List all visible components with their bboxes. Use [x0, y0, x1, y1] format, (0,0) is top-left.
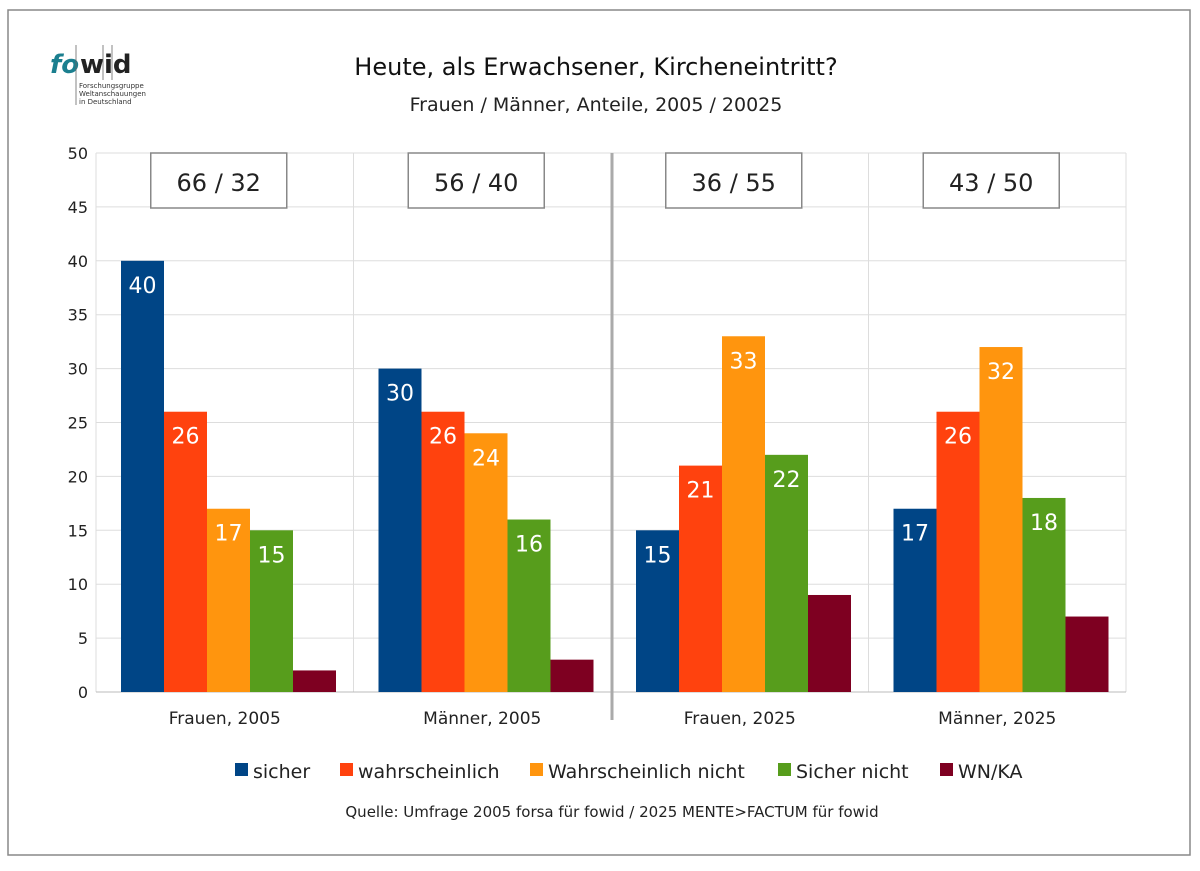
- data-label: 30: [386, 382, 414, 407]
- bar-wahrscheinlich-nicht: [464, 433, 508, 692]
- legend-label: sicher: [253, 761, 310, 783]
- bar-sicher: [121, 260, 164, 692]
- data-label: 26: [172, 425, 200, 450]
- y-tick-label: 20: [68, 467, 88, 486]
- bar-wahrscheinlich: [679, 465, 722, 692]
- data-label: 40: [129, 274, 157, 299]
- bar-sicher-nicht: [765, 454, 808, 692]
- annotation-box: [407, 152, 545, 209]
- bar-wahrscheinlich-nicht: [207, 508, 250, 692]
- source-note: Quelle: Umfrage 2005 forsa für fowid / 2…: [345, 803, 878, 821]
- data-label: 16: [515, 533, 543, 558]
- annotation-box: [150, 152, 288, 209]
- bar-sicher: [636, 530, 679, 692]
- data-label: 26: [944, 425, 972, 450]
- legend-label: WN/KA: [958, 761, 1023, 783]
- legend-swatch: [940, 763, 953, 776]
- data-label: 33: [730, 349, 758, 374]
- data-label: 21: [687, 479, 715, 504]
- data-label: 15: [258, 543, 286, 568]
- bar-wn-ka: [293, 670, 336, 692]
- y-tick-label: 45: [68, 198, 88, 217]
- annotation-box: [665, 152, 803, 209]
- y-tick-label: 5: [78, 629, 88, 648]
- data-label: 15: [644, 543, 672, 568]
- bar-sicher-nicht: [250, 530, 293, 692]
- y-tick-label: 0: [78, 683, 88, 702]
- bar-wn-ka: [550, 659, 594, 692]
- data-label: 24: [472, 446, 500, 471]
- legend-label: wahrscheinlich: [358, 761, 499, 783]
- logo-line3: in Deutschland: [79, 98, 132, 106]
- bar-sicher: [378, 368, 422, 692]
- data-label: 17: [215, 522, 243, 547]
- legend-label: Wahrscheinlich nicht: [548, 761, 745, 783]
- annotation-label: 56 / 40: [434, 169, 518, 197]
- data-label: 32: [987, 360, 1015, 385]
- chart-title: Heute, als Erwachsener, Kircheneintritt?: [354, 53, 837, 81]
- bar-wahrscheinlich: [421, 411, 465, 692]
- legend-swatch: [778, 763, 791, 776]
- legend-swatch: [530, 763, 543, 776]
- bar-wahrscheinlich-nicht: [979, 347, 1023, 692]
- annotation-label: 43 / 50: [949, 169, 1033, 197]
- y-tick-label: 25: [68, 414, 88, 433]
- bar-wahrscheinlich-nicht: [722, 336, 765, 692]
- bar-wn-ka: [808, 594, 851, 692]
- data-label: 18: [1030, 511, 1058, 536]
- logo-line2: Weltanschauungen: [79, 90, 146, 98]
- bar-wahrscheinlich: [936, 411, 980, 692]
- y-tick-label: 10: [68, 575, 88, 594]
- y-tick-label: 40: [68, 252, 88, 271]
- bar-sicher: [893, 508, 937, 692]
- x-tick-label: Frauen, 2025: [684, 709, 796, 729]
- logo: fo wid Forschungsgruppe Weltanschauungen…: [50, 45, 146, 106]
- bar-sicher-nicht: [507, 519, 551, 692]
- bar-wahrscheinlich: [164, 411, 207, 692]
- chart-subtitle: Frauen / Männer, Anteile, 2005 / 20025: [410, 94, 783, 116]
- y-tick-label: 50: [68, 144, 88, 163]
- x-tick-label: Männer, 2005: [423, 709, 541, 729]
- data-label: 22: [773, 468, 801, 493]
- logo-fo: fo: [50, 50, 79, 80]
- legend-label: Sicher nicht: [796, 761, 909, 783]
- data-label: 17: [901, 522, 929, 547]
- legend-swatch: [235, 763, 248, 776]
- logo-wid: wid: [80, 50, 132, 80]
- bar-sicher-nicht: [1022, 497, 1066, 692]
- annotation-box: [922, 152, 1060, 209]
- y-tick-label: 30: [68, 360, 88, 379]
- bar-wn-ka: [1065, 616, 1109, 692]
- logo-line1: Forschungsgruppe: [79, 82, 144, 90]
- y-tick-label: 15: [68, 521, 88, 540]
- data-label: 26: [429, 425, 457, 450]
- x-tick-label: Männer, 2025: [938, 709, 1056, 729]
- annotation-label: 36 / 55: [692, 169, 776, 197]
- y-tick-label: 35: [68, 306, 88, 325]
- annotation-label: 66 / 32: [177, 169, 261, 197]
- x-tick-label: Frauen, 2005: [169, 709, 281, 729]
- legend-swatch: [340, 763, 353, 776]
